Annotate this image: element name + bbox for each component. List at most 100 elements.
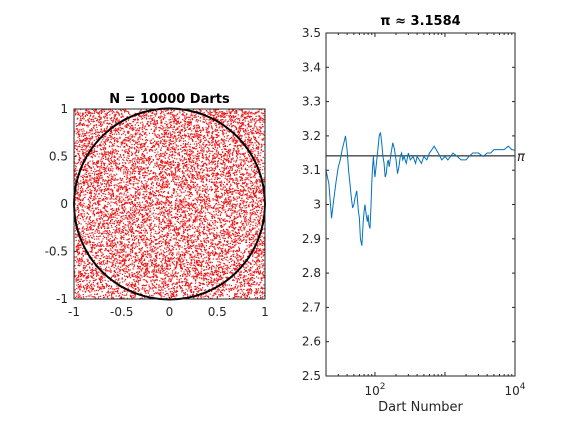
dart-point: [256, 256, 258, 258]
dart-point: [223, 200, 225, 203]
dart-point: [164, 183, 166, 185]
dart-point: [234, 295, 236, 298]
dart-point: [141, 216, 143, 219]
dart-point: [145, 189, 147, 191]
dart-point: [142, 130, 144, 133]
dart-point: [107, 239, 109, 241]
dart-point: [219, 278, 221, 280]
dart-point: [128, 137, 130, 140]
dart-point: [195, 140, 197, 143]
dart-point: [181, 289, 183, 292]
dart-point: [76, 216, 79, 218]
dart-point: [170, 180, 173, 182]
dart-point: [196, 153, 199, 155]
dart-point: [90, 269, 92, 271]
dart-point: [109, 141, 111, 144]
dart-point: [254, 272, 256, 274]
dart-point: [184, 211, 186, 214]
dart-point: [238, 262, 241, 264]
dart-point: [250, 197, 252, 199]
dart-point: [100, 130, 102, 133]
dart-point: [183, 175, 186, 177]
dart-point: [168, 139, 170, 141]
dart-point: [200, 193, 202, 195]
dart-point: [226, 145, 229, 147]
dart-point: [152, 276, 154, 278]
dart-point: [205, 188, 207, 190]
dart-point: [248, 291, 251, 293]
dart-point: [121, 212, 123, 214]
dart-point: [219, 218, 221, 220]
dart-point: [194, 275, 196, 277]
dart-point: [88, 135, 90, 137]
dart-point: [198, 274, 200, 276]
dart-point: [223, 203, 225, 205]
dart-point: [154, 127, 156, 129]
dart-point: [219, 294, 221, 296]
dart-point: [92, 228, 95, 231]
dart-point: [123, 192, 125, 194]
dart-point: [193, 214, 195, 216]
dart-point: [221, 119, 223, 121]
dart-point: [211, 228, 213, 230]
dart-point: [105, 119, 107, 122]
dart-point: [99, 280, 102, 282]
dart-point: [164, 172, 167, 174]
dart-point: [243, 266, 245, 268]
dart-point: [205, 157, 207, 159]
dart-point: [165, 177, 167, 179]
dart-point: [187, 187, 189, 189]
dart-point: [162, 286, 164, 288]
dart-point: [199, 288, 202, 290]
dart-point: [233, 182, 235, 184]
dart-point: [111, 143, 114, 146]
dart-point: [220, 114, 222, 116]
dart-point: [205, 163, 207, 165]
dart-point: [215, 125, 217, 127]
dart-point: [252, 208, 254, 210]
dart-point: [101, 161, 103, 163]
dart-point: [164, 257, 166, 259]
dart-point: [138, 193, 140, 195]
dart-point: [178, 281, 180, 283]
dart-point: [163, 127, 165, 129]
dart-point: [113, 186, 116, 189]
dart-point: [254, 233, 257, 236]
dart-point: [141, 264, 143, 266]
dart-point: [111, 275, 113, 277]
dart-point: [215, 221, 217, 223]
dart-point: [215, 244, 217, 246]
dart-point: [193, 115, 195, 117]
dart-point: [162, 171, 164, 173]
dart-point: [219, 232, 221, 234]
dart-point: [89, 178, 91, 180]
dart-point: [88, 175, 90, 177]
dart-point: [113, 115, 115, 117]
dart-point: [202, 135, 205, 138]
dart-point: [238, 128, 240, 130]
dart-point: [189, 192, 192, 194]
dart-point: [79, 241, 81, 243]
dart-point: [176, 128, 178, 131]
dart-point: [214, 128, 216, 130]
dart-point: [138, 114, 140, 116]
dart-point: [126, 190, 129, 192]
dart-point: [160, 194, 162, 197]
dart-point: [170, 296, 172, 298]
dart-point: [241, 113, 243, 115]
dart-point: [214, 110, 216, 112]
dart-point: [230, 178, 232, 180]
dart-point: [89, 266, 91, 268]
dart-point: [240, 161, 242, 163]
dart-point: [244, 167, 247, 169]
dart-point: [224, 218, 226, 220]
dart-point: [260, 109, 263, 111]
dart-point: [103, 164, 105, 166]
dart-point: [150, 193, 152, 196]
dart-point: [150, 276, 152, 278]
dart-point: [204, 206, 207, 208]
dart-point: [189, 263, 191, 265]
dart-point: [257, 115, 260, 117]
dart-point: [83, 153, 85, 155]
dart-point: [158, 264, 160, 266]
